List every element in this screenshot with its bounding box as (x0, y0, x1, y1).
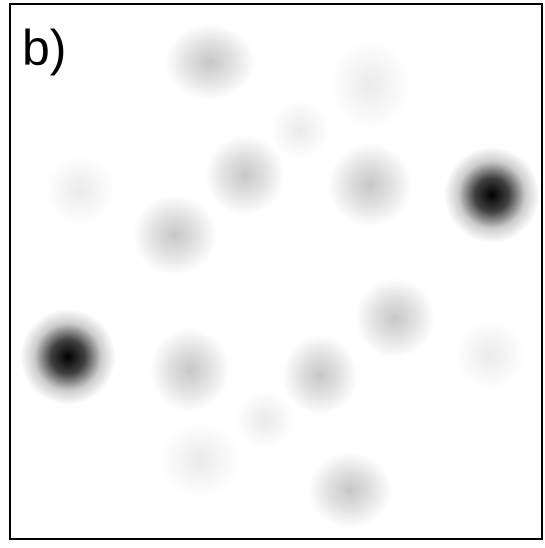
faint-spot (355, 278, 435, 358)
faint-spot (270, 100, 330, 160)
faint-spot (165, 24, 255, 100)
faint-spot (133, 195, 217, 275)
faint-spot (330, 40, 410, 130)
strong-spot (444, 147, 540, 243)
faint-spot (455, 320, 525, 390)
faint-spot (160, 422, 240, 498)
faint-spot (205, 135, 285, 215)
faint-spot (328, 143, 412, 227)
faint-spot (150, 328, 230, 412)
strong-spot (20, 309, 116, 405)
faint-spot (45, 155, 115, 225)
panel-label: b) (22, 20, 66, 76)
image-panel: b) (0, 0, 545, 543)
faint-spot (308, 452, 392, 528)
faint-spot (235, 390, 295, 450)
background (0, 0, 545, 543)
faint-spot (282, 335, 358, 415)
